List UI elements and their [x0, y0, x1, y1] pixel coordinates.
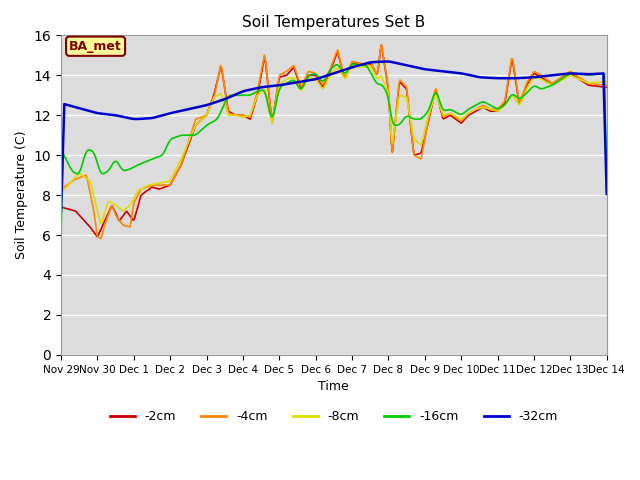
X-axis label: Time: Time: [319, 380, 349, 393]
Legend: -2cm, -4cm, -8cm, -16cm, -32cm: -2cm, -4cm, -8cm, -16cm, -32cm: [105, 406, 563, 429]
Title: Soil Temperatures Set B: Soil Temperatures Set B: [242, 15, 426, 30]
Text: BA_met: BA_met: [69, 40, 122, 53]
Y-axis label: Soil Temperature (C): Soil Temperature (C): [15, 131, 28, 259]
